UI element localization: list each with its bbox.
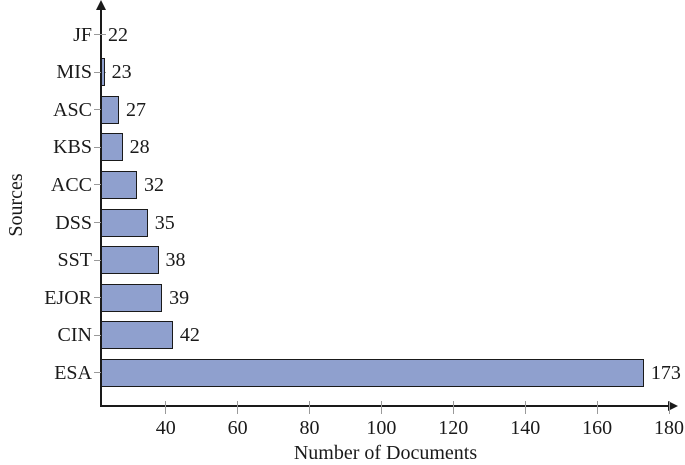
category-label: MIS [56, 61, 92, 84]
x-tick-mark [452, 401, 454, 414]
y-axis-arrow-icon [96, 0, 106, 10]
category-label: DSS [55, 211, 92, 234]
bar-value-label: 42 [179, 324, 200, 347]
bar-value-label: 35 [154, 211, 175, 234]
bar-value-label: 38 [165, 249, 186, 272]
bar [101, 133, 123, 162]
category-label: ACC [50, 173, 92, 196]
bar-value-label: 22 [108, 23, 128, 46]
x-tick-label: 140 [510, 417, 541, 439]
x-tick-label: 60 [227, 417, 248, 439]
x-tick-mark [309, 401, 310, 414]
bar [101, 321, 173, 350]
x-axis-title: Number of Documents [293, 442, 478, 464]
category-label: CIN [57, 324, 92, 347]
x-tick-label: 40 [155, 417, 176, 439]
category-label: ESA [54, 361, 92, 384]
x-tick-mark [165, 401, 167, 414]
bar-value-label: 39 [169, 286, 190, 309]
x-tick-label: 80 [299, 417, 320, 439]
x-tick-label: 180 [654, 417, 684, 439]
y-tick-mark [94, 184, 106, 186]
y-tick-mark [94, 372, 106, 374]
bar-value-label: 28 [129, 136, 150, 159]
y-tick-mark [94, 259, 106, 261]
bar-value-label: 27 [125, 98, 146, 121]
bar [101, 58, 105, 87]
bar [101, 246, 159, 275]
x-tick-mark [380, 401, 382, 414]
x-tick-label: 160 [582, 417, 613, 439]
bar [101, 95, 119, 124]
y-tick-mark [94, 297, 106, 299]
bar [101, 283, 163, 312]
bar-value-label: 23 [111, 61, 132, 84]
category-label: KBS [53, 136, 92, 159]
bar-value-label: 173 [650, 361, 681, 384]
y-axis-line [100, 8, 102, 406]
y-tick-mark [94, 109, 106, 111]
y-tick-mark [94, 334, 106, 336]
y-tick-mark [94, 222, 106, 223]
x-tick-mark [668, 401, 670, 414]
x-axis-line [100, 405, 671, 407]
x-tick-label: 120 [438, 417, 469, 439]
y-tick-mark [94, 146, 106, 148]
y-tick-mark [94, 71, 106, 73]
y-tick-mark [94, 34, 106, 35]
category-label: EJOR [44, 286, 92, 309]
bar [101, 208, 148, 237]
category-label: SST [57, 249, 92, 272]
bar [101, 358, 644, 387]
x-tick-label: 100 [366, 417, 397, 439]
x-tick-mark [596, 401, 598, 414]
category-label: JF [73, 23, 92, 46]
bar [101, 170, 137, 199]
x-tick-mark [524, 401, 526, 414]
bar-value-label: 32 [143, 173, 164, 196]
x-tick-mark [237, 401, 239, 414]
category-label: ASC [53, 98, 92, 121]
x-axis-arrow-icon [668, 401, 678, 411]
